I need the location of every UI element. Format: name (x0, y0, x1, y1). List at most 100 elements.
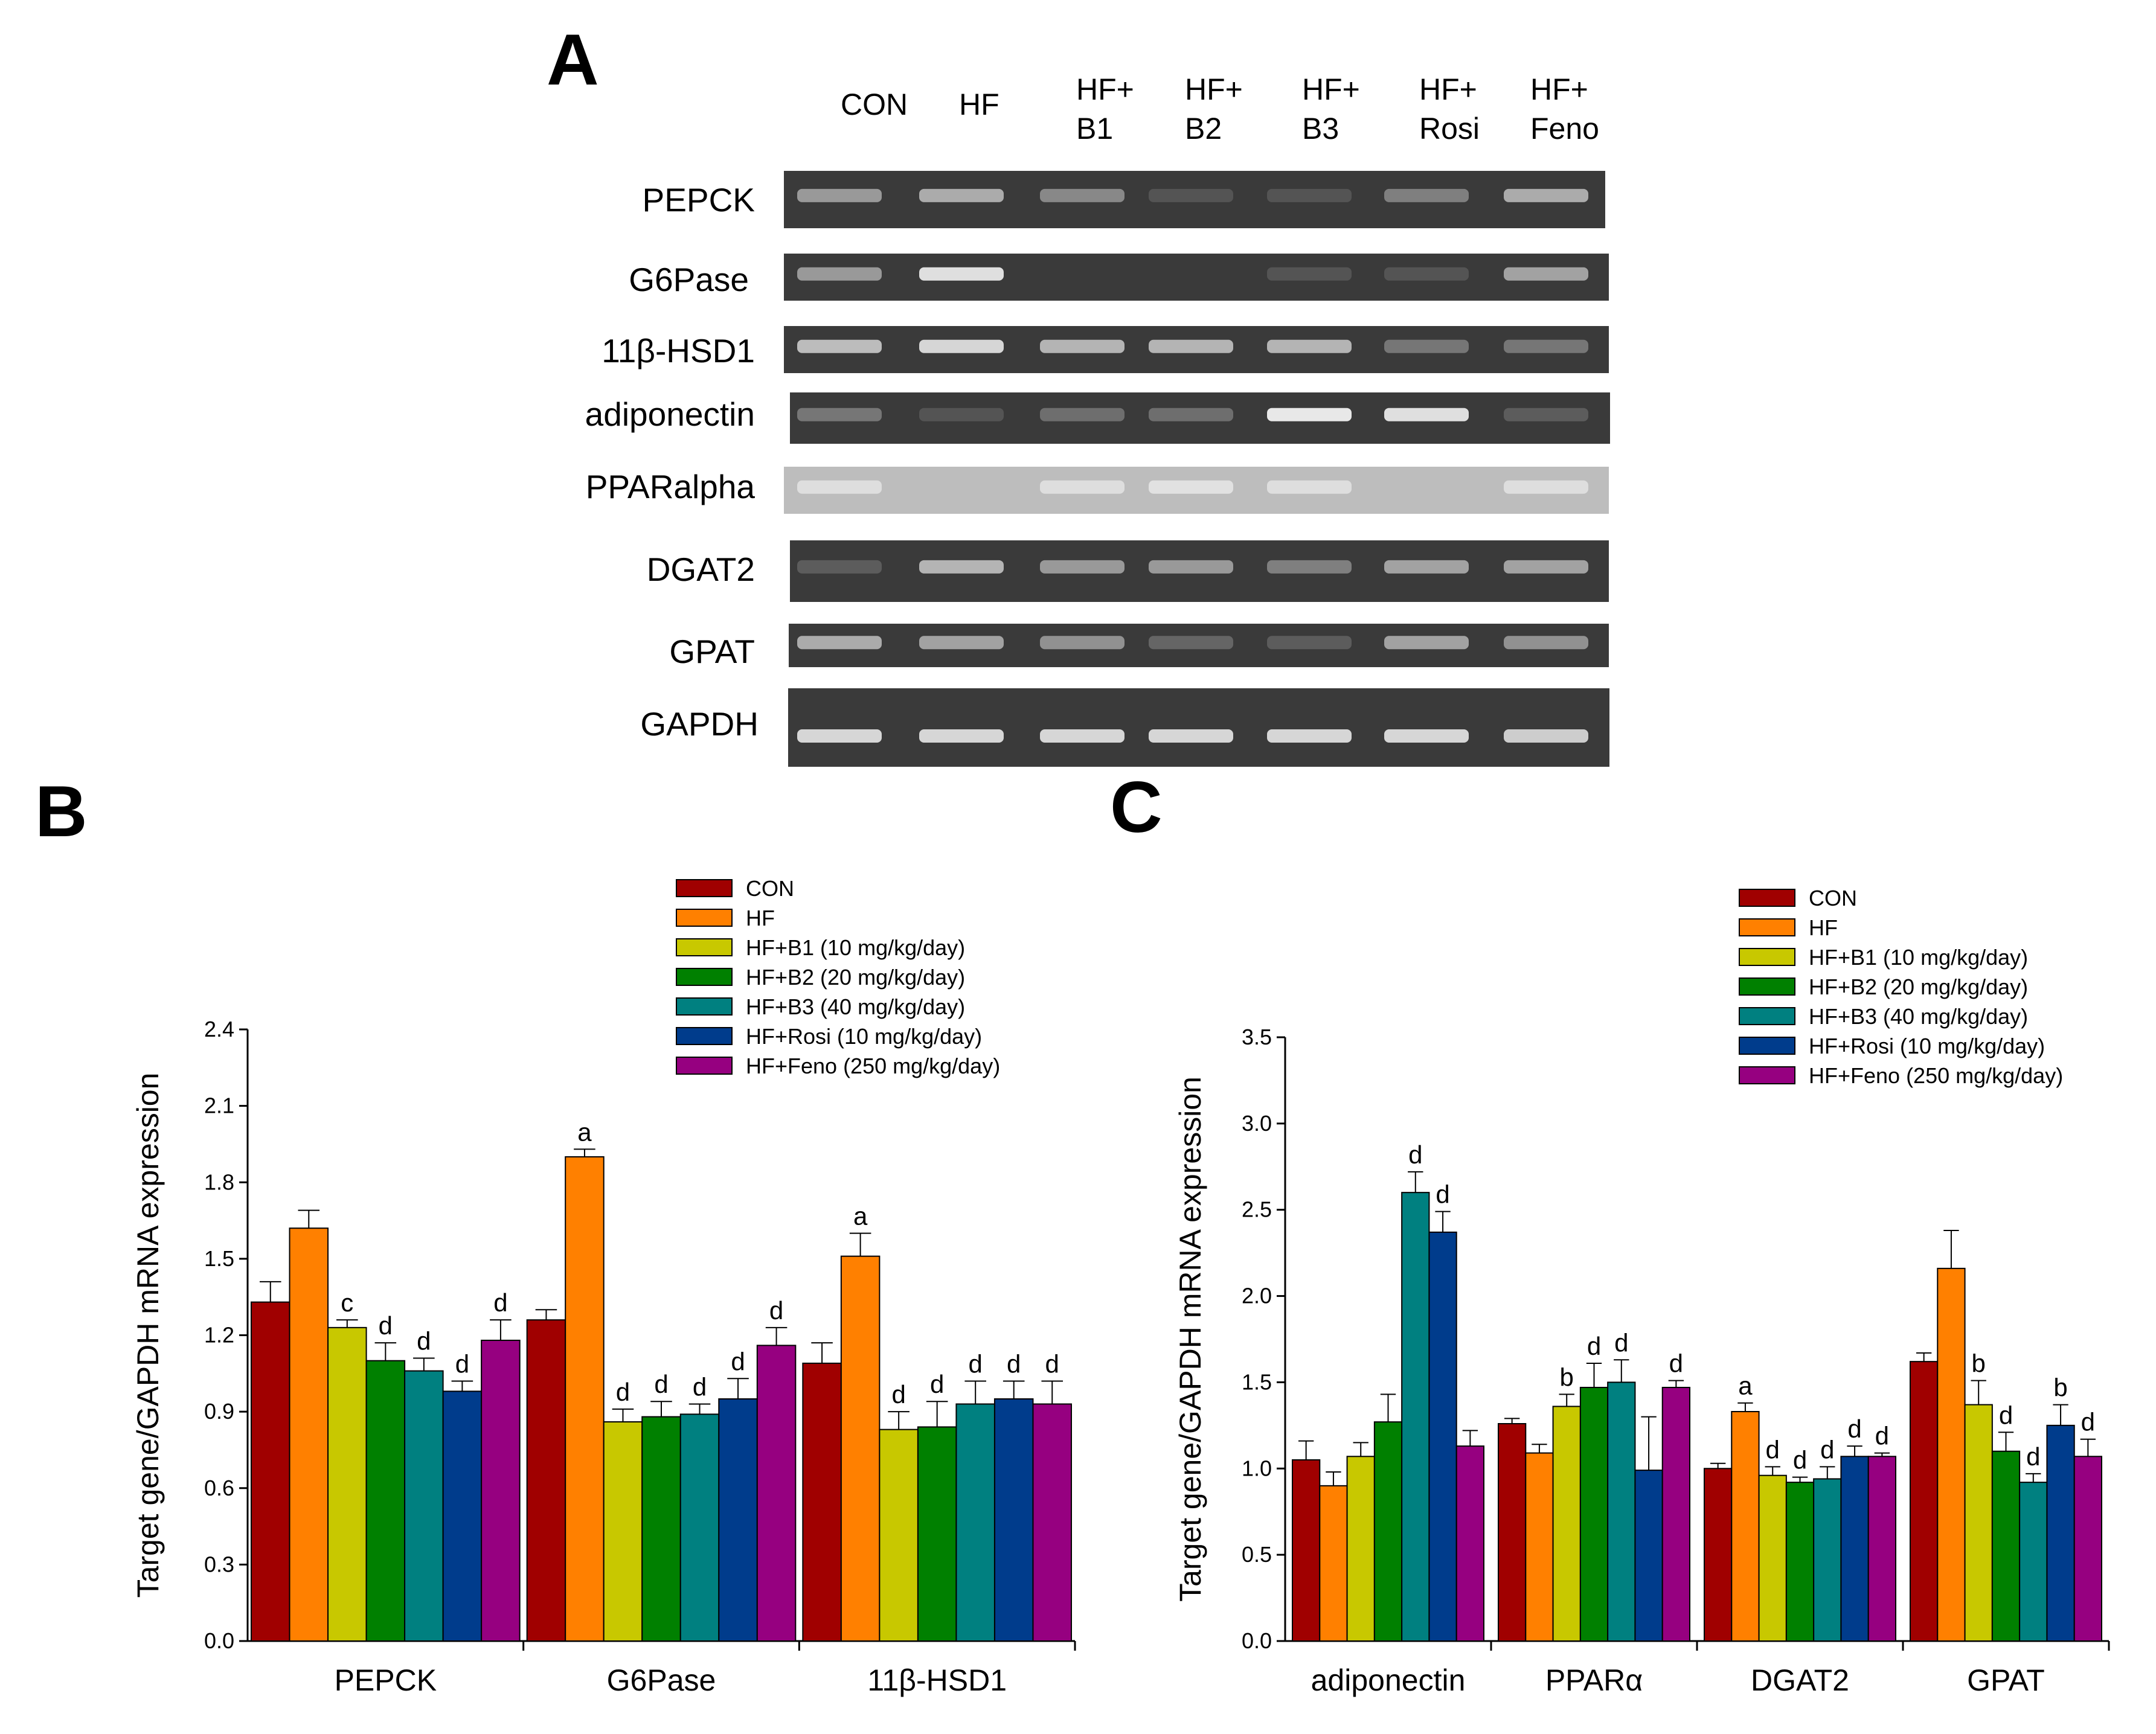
lane-label: HF+ (1419, 72, 1477, 106)
y-tick-label: 3.5 (1242, 1025, 1272, 1049)
bar (1937, 1267, 1966, 1642)
y-tick-label: 0.6 (204, 1476, 234, 1500)
legend-label: HF+Feno (250 mg/kg/day) (746, 1054, 1000, 1078)
gel-band (919, 560, 1004, 574)
gel-band (919, 636, 1004, 650)
bar (289, 1227, 329, 1642)
bar (1910, 1361, 1939, 1642)
x-tick-label: DGAT2 (1751, 1663, 1849, 1697)
gel-band (1149, 408, 1233, 421)
gel-band (919, 267, 1004, 281)
bar (1032, 1403, 1073, 1642)
bar (1661, 1387, 1691, 1642)
y-axis-label: Target gene/GAPDH mRNA expression (1173, 1077, 1207, 1602)
gel-gene-label: PEPCK (643, 181, 756, 219)
legend-swatch (676, 1057, 733, 1075)
gel-band (1040, 408, 1125, 421)
significance-label: d (1045, 1349, 1059, 1378)
legend-swatch (1739, 1007, 1795, 1025)
bar (802, 1362, 842, 1642)
bar (955, 1403, 995, 1642)
y-tick-label: 0.9 (204, 1399, 234, 1424)
gel-panel: CON HF HF+ B1 HF+ B2 HF+ B3 HF+ Rosi HF+ Feno PEPCK G… (585, 72, 1610, 767)
bar (1401, 1192, 1430, 1642)
lane-label: B3 (1302, 112, 1339, 146)
gel-band (1267, 636, 1352, 650)
gel-band (1267, 408, 1352, 421)
legend-label: HF+B3 (40 mg/kg/day) (746, 994, 965, 1019)
y-tick-label: 1.0 (1242, 1456, 1272, 1480)
legend-label: HF+B2 (20 mg/kg/day) (746, 965, 965, 990)
legend-label: HF (1809, 915, 1838, 940)
bar (1292, 1459, 1321, 1642)
significance-label: a (1738, 1372, 1753, 1400)
gel-band (1504, 729, 1588, 743)
panel-label-a: A (547, 19, 599, 100)
legend-swatch (676, 968, 733, 986)
bar (879, 1428, 919, 1642)
significance-label: d (379, 1311, 393, 1340)
significance-label: d (2081, 1408, 2095, 1436)
legend-swatch (1739, 889, 1795, 907)
y-tick-label: 2.1 (204, 1093, 234, 1118)
lane-label: Rosi (1419, 112, 1480, 146)
gel-band (1267, 729, 1352, 743)
gel-band (1384, 339, 1469, 353)
significance-label: b (1972, 1349, 1986, 1378)
gel-band (1267, 339, 1352, 353)
bar (251, 1301, 290, 1642)
legend-swatch (676, 879, 733, 897)
gel-band (1384, 560, 1469, 574)
bar (1346, 1456, 1375, 1642)
gel-band (1384, 267, 1469, 281)
gel-gene-label: G6Pase (629, 261, 749, 298)
significance-label: d (1587, 1332, 1601, 1360)
y-tick-label: 1.8 (204, 1169, 234, 1194)
y-tick-label: 0.0 (1242, 1628, 1272, 1653)
bar (1455, 1445, 1485, 1642)
bar (526, 1319, 566, 1642)
legend-label: HF+B1 (10 mg/kg/day) (746, 935, 965, 960)
gel-band (1504, 339, 1588, 353)
significance-label: d (654, 1370, 668, 1398)
y-axis-label: Target gene/GAPDH mRNA expression (131, 1073, 165, 1598)
bar (2046, 1424, 2075, 1642)
chart-b: 0.0 0.3 0.6 0.9 1.2 1.5 1.8 2.1 2.4 Target gene/G… (131, 876, 1076, 1697)
significance-label: d (455, 1349, 469, 1378)
gel-band (1149, 188, 1233, 202)
significance-label: d (1847, 1415, 1861, 1443)
significance-label: d (693, 1372, 707, 1401)
lane-label: HF (959, 88, 999, 121)
gel-band (1384, 636, 1469, 650)
significance-label: b (2053, 1374, 2067, 1402)
legend-label: HF+B1 (10 mg/kg/day) (1809, 945, 2028, 970)
bar (756, 1345, 797, 1642)
gel-band (1040, 480, 1125, 494)
gel-band (797, 408, 882, 421)
gel-band (1267, 188, 1352, 202)
significance-label: d (1614, 1328, 1628, 1357)
bar (603, 1421, 643, 1642)
lane-label: HF+ (1076, 72, 1134, 106)
bar (1319, 1485, 1348, 1642)
x-tick-label: G6Pase (607, 1663, 716, 1697)
legend-swatch (1739, 977, 1795, 996)
bar (1731, 1411, 1760, 1642)
x-tick-label: PEPCK (335, 1663, 437, 1697)
legend-swatch (1739, 1066, 1795, 1084)
legend-swatch (676, 1027, 733, 1045)
gel-band (1040, 560, 1125, 574)
bar (1579, 1387, 1609, 1642)
gel-band (797, 480, 882, 494)
significance-label: d (1766, 1435, 1780, 1464)
gel-strip (788, 688, 1609, 767)
gel-band (797, 267, 882, 281)
bar (2073, 1456, 2103, 1642)
significance-label: d (1820, 1435, 1834, 1464)
gel-band (797, 636, 882, 650)
lane-label: HF+ (1530, 72, 1588, 106)
legend-label: HF+B3 (40 mg/kg/day) (1809, 1004, 2028, 1029)
legend-swatch (1739, 948, 1795, 966)
